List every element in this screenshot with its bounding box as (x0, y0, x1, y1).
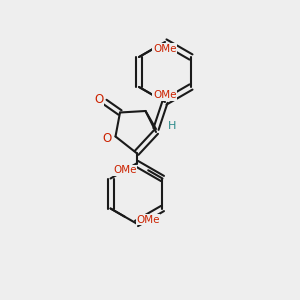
Text: H: H (168, 121, 177, 131)
Text: OMe: OMe (113, 165, 137, 175)
Text: O: O (94, 92, 103, 106)
Text: OMe: OMe (153, 44, 176, 54)
Text: O: O (103, 131, 112, 145)
Text: OMe: OMe (136, 215, 160, 225)
Text: OMe: OMe (153, 90, 176, 100)
